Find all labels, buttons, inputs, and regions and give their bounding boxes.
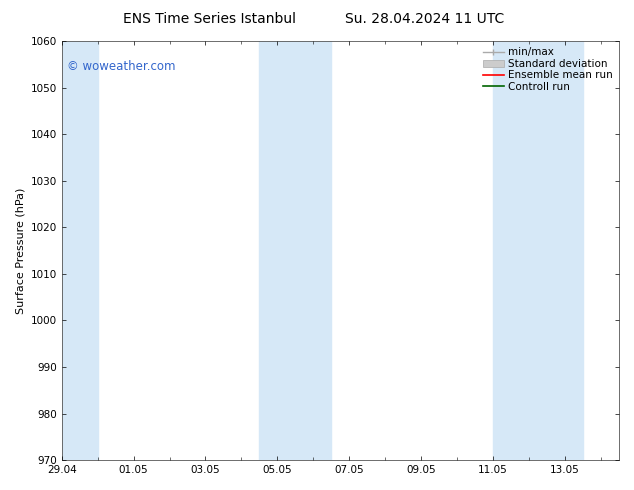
Bar — [493, 41, 583, 460]
Bar — [259, 41, 332, 460]
Text: © woweather.com: © woweather.com — [67, 60, 176, 73]
Text: Su. 28.04.2024 11 UTC: Su. 28.04.2024 11 UTC — [345, 12, 505, 26]
Y-axis label: Surface Pressure (hPa): Surface Pressure (hPa) — [15, 187, 25, 314]
Bar — [61, 41, 98, 460]
Text: ENS Time Series Istanbul: ENS Time Series Istanbul — [123, 12, 295, 26]
Legend: min/max, Standard deviation, Ensemble mean run, Controll run: min/max, Standard deviation, Ensemble me… — [480, 44, 616, 95]
